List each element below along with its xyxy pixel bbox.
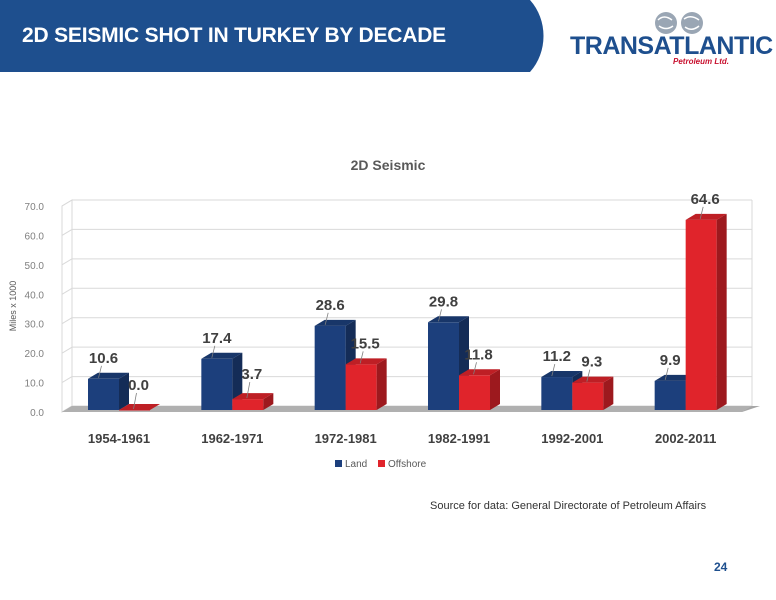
legend-label-offshore: Offshore	[388, 459, 427, 470]
bar-top-offshore	[459, 369, 500, 376]
legend-swatch-land	[335, 460, 342, 467]
bar-top-offshore	[345, 358, 387, 365]
data-label-offshore: 15.5	[351, 335, 380, 352]
x-tick-label: 2002-2011	[655, 431, 716, 446]
data-label-land: 17.4	[202, 330, 232, 347]
bar-land	[654, 380, 686, 410]
label-leader	[246, 382, 251, 399]
gridline-side	[61, 317, 73, 325]
globe-icon	[655, 12, 703, 34]
chart-legend: Land Offshore	[335, 459, 434, 470]
data-label-offshore: 11.8	[464, 346, 492, 363]
label-leader	[211, 345, 216, 358]
x-tick-label: 1972-1981	[315, 431, 377, 446]
label-leader	[664, 367, 669, 380]
data-source-note: Source for data: General Directorate of …	[430, 500, 707, 512]
y-tick-label: 60.0	[25, 231, 45, 242]
page-number: 24	[714, 560, 728, 574]
data-label-land: 29.8	[429, 293, 458, 310]
bar-land	[541, 377, 573, 410]
data-label-land: 9.9	[660, 352, 681, 369]
bar-top-offshore	[232, 393, 274, 400]
bar-side-offshore	[263, 393, 274, 410]
gridline-side	[61, 346, 73, 354]
header-banner	[0, 0, 544, 72]
slide-title: 2D SEISMIC SHOT IN TURKEY BY DECADE	[22, 24, 446, 47]
bar-land	[201, 358, 233, 410]
bar-side-offshore	[603, 376, 614, 410]
bar-side-land	[119, 372, 129, 410]
y-tick-label: 70.0	[25, 202, 45, 213]
x-tick-label: 1992-2001	[541, 431, 603, 446]
x-tick-label: 1954-1961	[88, 431, 150, 446]
label-leader	[699, 206, 704, 219]
x-tick-label: 1982-1991	[428, 431, 490, 446]
bar-top-offshore	[572, 376, 614, 383]
label-leader	[473, 362, 477, 375]
data-label-offshore: 9.3	[581, 354, 602, 371]
chart-floor-top	[62, 406, 752, 412]
data-label-offshore: 0.0	[128, 377, 149, 394]
bar-offshore	[572, 382, 604, 410]
bar-land	[428, 322, 459, 410]
bar-side-offshore	[716, 213, 727, 410]
bar-offshore	[232, 399, 264, 410]
y-tick-label: 30.0	[25, 320, 45, 331]
bar-side-offshore	[490, 369, 500, 410]
label-leader	[359, 351, 364, 364]
data-label-land: 10.6	[89, 350, 118, 367]
y-axis-label: Miles x 1000	[8, 281, 18, 332]
logo-wordmark: TRANSATLANTIC	[570, 32, 773, 60]
legend-swatch-offshore	[378, 460, 386, 467]
bar-offshore	[119, 410, 150, 411]
x-tick-label: 1962-1971	[201, 431, 263, 446]
logo-tagline: Petroleum Ltd.	[673, 57, 730, 66]
company-logo: TRANSATLANTIC Petroleum Ltd.	[560, 10, 773, 68]
y-tick-label: 0.0	[30, 408, 44, 419]
y-tick-label: 20.0	[25, 349, 45, 360]
gridline-side	[61, 228, 73, 236]
bar-land	[88, 378, 119, 410]
bar-offshore	[685, 219, 717, 410]
y-tick-label: 50.0	[25, 261, 45, 272]
bar-offshore	[459, 375, 490, 410]
data-label-offshore: 3.7	[241, 366, 262, 383]
chart-title: 2D Seismic	[350, 157, 426, 173]
gridline-side	[61, 376, 73, 384]
legend-label-land: Land	[345, 459, 368, 470]
bar-land	[314, 325, 346, 410]
data-label-land: 11.2	[543, 348, 571, 365]
y-tick-label: 40.0	[25, 290, 45, 301]
label-leader	[438, 309, 442, 322]
gridline-side	[61, 199, 73, 207]
side-wall	[61, 199, 73, 413]
label-leader	[551, 363, 556, 377]
bar-top-offshore	[685, 213, 727, 220]
bar-offshore	[345, 364, 377, 410]
gridline-side	[61, 287, 73, 295]
gridline-side	[61, 258, 73, 266]
data-label-land: 28.6	[316, 297, 345, 314]
label-leader	[133, 392, 137, 410]
label-leader	[324, 312, 329, 325]
y-tick-label: 10.0	[25, 379, 45, 390]
label-leader	[586, 369, 591, 382]
bar-top-offshore	[119, 404, 160, 410]
label-leader	[98, 365, 102, 378]
data-label-offshore: 64.6	[691, 191, 720, 208]
bar-side-offshore	[376, 358, 387, 410]
